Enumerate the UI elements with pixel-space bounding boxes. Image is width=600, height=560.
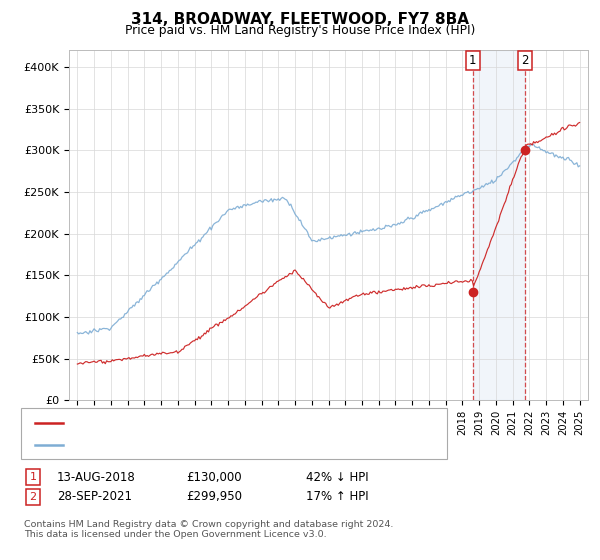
Text: 2: 2 (29, 492, 37, 502)
Text: 13-AUG-2018: 13-AUG-2018 (57, 470, 136, 484)
Text: 314, BROADWAY, FLEETWOOD, FY7 8BA: 314, BROADWAY, FLEETWOOD, FY7 8BA (131, 12, 469, 27)
Text: 17% ↑ HPI: 17% ↑ HPI (306, 490, 368, 503)
Text: 1: 1 (29, 472, 37, 482)
Text: HPI: Average price, detached house, Wyre: HPI: Average price, detached house, Wyre (69, 440, 304, 450)
Text: Price paid vs. HM Land Registry's House Price Index (HPI): Price paid vs. HM Land Registry's House … (125, 24, 475, 36)
Text: 28-SEP-2021: 28-SEP-2021 (57, 490, 132, 503)
Text: Contains HM Land Registry data © Crown copyright and database right 2024.
This d: Contains HM Land Registry data © Crown c… (24, 520, 394, 539)
Text: £299,950: £299,950 (186, 490, 242, 503)
Bar (473, 50, 525, 400)
Text: 2: 2 (521, 54, 529, 67)
Text: 42% ↓ HPI: 42% ↓ HPI (306, 470, 368, 484)
Text: 314, BROADWAY, FLEETWOOD, FY7 8BA (detached house): 314, BROADWAY, FLEETWOOD, FY7 8BA (detac… (69, 418, 394, 428)
Text: £130,000: £130,000 (186, 470, 242, 484)
Text: 1: 1 (469, 54, 476, 67)
